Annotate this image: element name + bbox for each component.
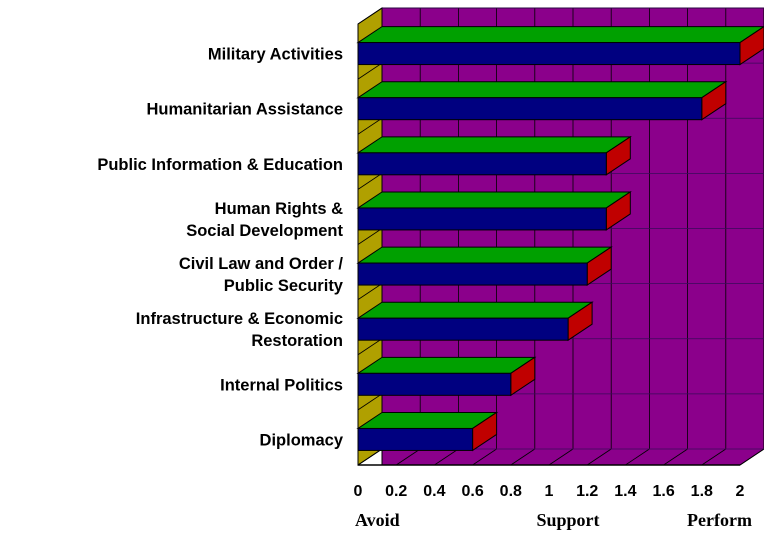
x-tick-label: 0.4 [423,483,445,500]
category-label: Civil Law and Order / [179,255,344,273]
gridline-floor-edge [357,228,383,245]
category-label: Humanitarian Assistance [146,101,343,119]
x-tick-label: 0.8 [500,483,522,500]
gridline-floor-edge [357,338,383,356]
category-label: Human Rights & [215,200,343,218]
bar-top-face [356,136,632,154]
bar-front-face [357,97,703,121]
gridline-floor-edge [357,173,383,190]
scale-label-support: Support [536,510,599,530]
bar-front-face [357,372,512,396]
bar-military-activities [356,25,764,66]
gridline-depth [701,448,727,466]
chart-bars [356,25,764,452]
gridline-floor-edge [357,117,383,135]
bar-human-rights-social-development [356,191,632,231]
category-label: Public Information & Education [97,156,343,174]
scale-label-avoid: Avoid [355,510,400,530]
category-labels: Military Activities Humanitarian Assistan… [97,46,343,450]
gridline-floor-edge [357,393,383,411]
x-tick-label: 1.2 [576,483,598,500]
bar-front-face [357,207,607,231]
x-tick-label: 1 [545,483,554,500]
bar-internal-politics [356,356,537,397]
scale-label-perform: Perform [687,510,752,530]
gridline-depth [586,448,612,466]
x-tick-label: 1.8 [691,483,713,500]
category-label: Infrastructure & Economic [136,310,343,328]
category-label: Restoration [251,332,343,350]
category-label: Public Security [224,277,344,295]
bar-top-face [356,356,537,374]
gridline-floor-edge [357,62,383,80]
bar-civil-law-and-order-public-security [356,246,613,286]
bar-top-face [356,81,728,99]
gridline-depth [663,448,688,466]
bar-diplomacy [356,411,499,452]
bar-public-information-education [356,135,632,176]
bar-front-face [357,317,569,341]
bar-front-face [357,262,588,286]
scale-labels: Avoid Support Perform [355,510,752,530]
x-tick-label: 0 [354,483,363,500]
bar-front-face [357,42,741,66]
gridline-depth [395,448,421,466]
x-tick-label: 1.6 [652,483,674,500]
gridline-depth [625,448,650,466]
bar-top-face [356,246,613,264]
x-tick-label: 2 [736,483,745,500]
gridline-depth [472,448,497,466]
category-label: Diplomacy [260,431,344,449]
bar-top-face [356,26,764,44]
x-axis-tick-labels: 0 0.2 0.4 0.6 0.8 1 1.2 1.4 1.6 1.8 2 [354,483,745,500]
bar-top-face [356,301,594,319]
gridline-depth [434,448,459,466]
x-tick-label: 0.2 [385,483,407,500]
category-label: Military Activities [208,46,343,64]
category-label: Social Development [186,222,343,240]
bar-front-face [357,152,607,176]
bar-front-face [357,427,474,451]
gridline-depth [548,448,574,466]
bar-infrastructure-economic-restoration [356,301,594,342]
gridline-depth [739,448,764,466]
gridline-floor-edge [357,7,383,25]
gridline-floor-edge [357,283,383,300]
gridline-floor-edge [357,448,383,466]
gridline-depth [510,448,536,466]
category-label: Internal Politics [220,376,343,394]
bar-top-face [356,191,632,209]
bar-humanitarian-assistance [356,80,728,121]
x-tick-label: 1.4 [614,483,636,500]
x-tick-label: 0.6 [461,483,483,500]
